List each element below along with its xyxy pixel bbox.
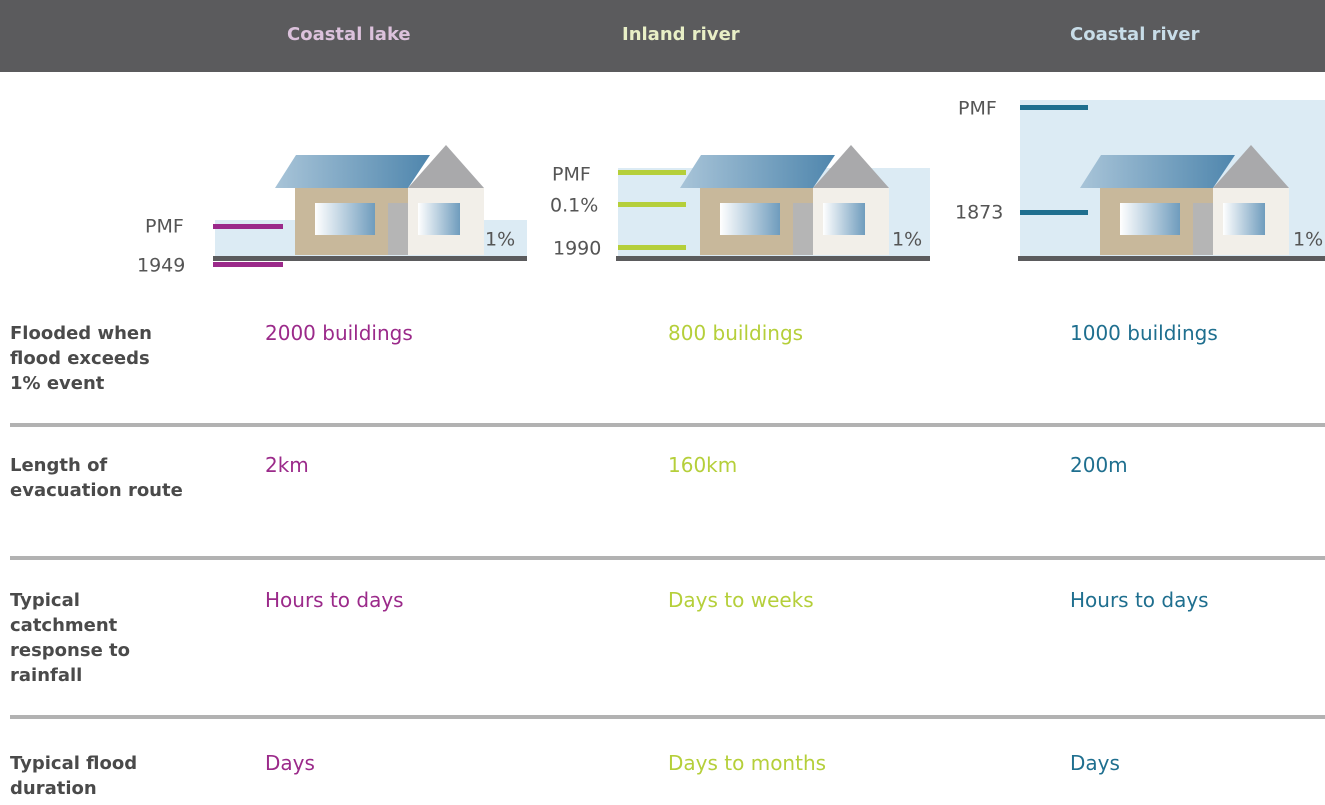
level-label: 1% (892, 229, 922, 251)
level-label: 1% (485, 229, 515, 251)
cell: 160km (668, 453, 738, 477)
cell: Hours to days (1070, 588, 1209, 612)
diagrams: PMF 1949 1% PMF 0.1% 1990 1% PMF 1873 1% (137, 98, 1325, 277)
marker-label: PMF (145, 216, 184, 238)
diagram-coastal-river: PMF 1873 1% (955, 98, 1325, 261)
column-header: Inland river (622, 24, 740, 45)
marker-label: 1949 (137, 255, 185, 277)
cell: 2000 buildings (265, 321, 413, 345)
separator (10, 556, 1325, 560)
separator (10, 423, 1325, 427)
cell: Days to months (668, 751, 827, 775)
marker-label: PMF (958, 98, 997, 120)
cell: 800 buildings (668, 321, 804, 345)
column-header: Coastal river (1070, 24, 1200, 45)
cell: 200m (1070, 453, 1128, 477)
row-label: Typical catchment response to rainfall (10, 590, 131, 686)
diagram-coastal-lake: PMF 1949 1% (137, 145, 527, 277)
column-header: Coastal lake (287, 24, 411, 45)
diagram-inland-river: PMF 0.1% 1990 1% (550, 145, 930, 261)
marker-label: 0.1% (550, 195, 598, 217)
header-bar: Coastal lake Inland river Coastal river (0, 0, 1325, 72)
row-label: Typical flood duration (10, 753, 138, 799)
cell: 2km (265, 453, 309, 477)
marker-label: 1873 (955, 202, 1003, 224)
marker-label: 1990 (553, 238, 601, 260)
cell: Days (265, 751, 315, 775)
level-label: 1% (1293, 229, 1323, 251)
row-label: Length of evacuation route (10, 455, 183, 501)
row-label: Flooded when flood exceeds 1% event (10, 323, 152, 394)
cell: 1000 buildings (1070, 321, 1218, 345)
cell: Days (1070, 751, 1120, 775)
cell: Hours to days (265, 588, 404, 612)
cell: Days to weeks (668, 588, 814, 612)
separator (10, 715, 1325, 719)
marker-label: PMF (552, 164, 591, 186)
